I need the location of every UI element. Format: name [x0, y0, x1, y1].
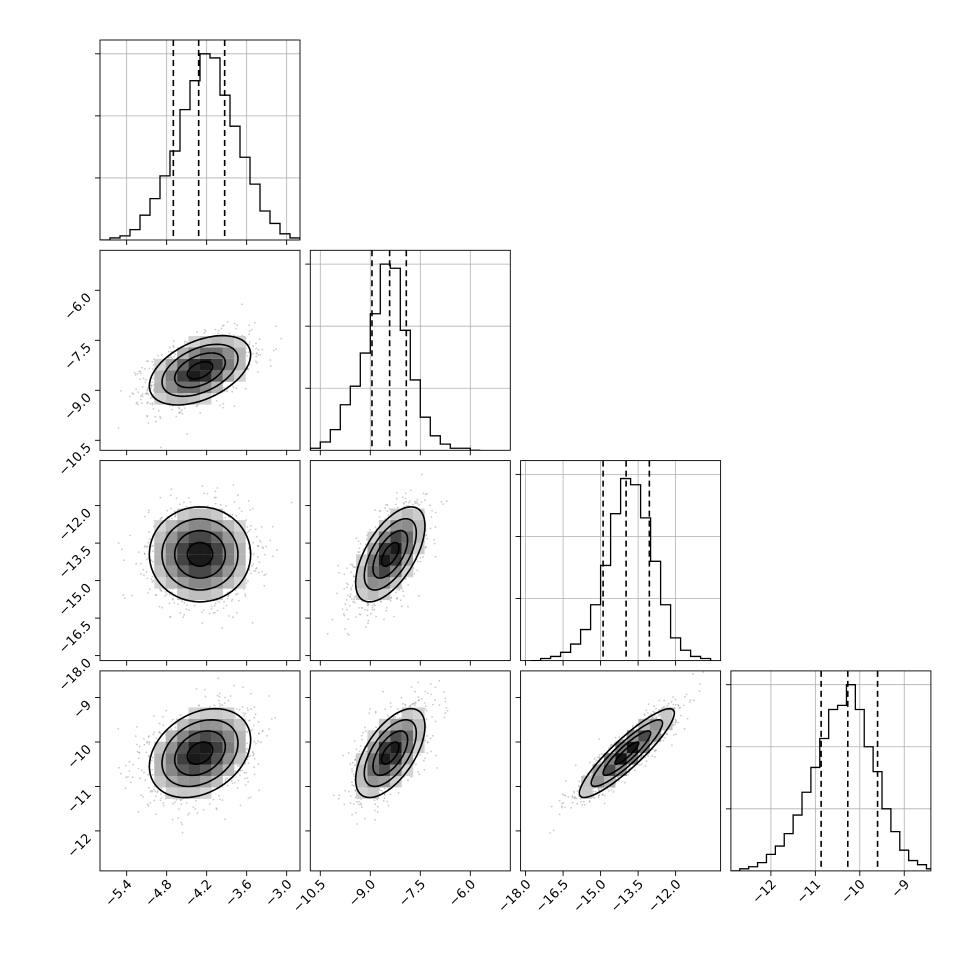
contour-1-0-0	[186, 360, 214, 380]
x-tick-label: −5.4	[103, 877, 136, 910]
contour-2-0-0	[186, 541, 214, 567]
panel-frame	[520, 460, 722, 662]
x-tick-label: −12	[750, 877, 780, 907]
contour-3-1-1	[372, 730, 409, 777]
panel-1-0	[95, 249, 301, 456]
panel-2-1	[305, 460, 511, 666]
contour-3-1-2	[363, 719, 418, 788]
x-tick-label: −7.5	[396, 877, 429, 910]
contour-2-0-2	[161, 517, 239, 591]
y-tick-label: −13.5	[56, 543, 95, 582]
x-tick-label: −13.5	[608, 877, 647, 916]
panel-3-3	[725, 670, 932, 876]
contour-1-0-2	[161, 343, 239, 398]
contour-3-0-0	[186, 741, 214, 765]
y-tick-label: −9.0	[62, 391, 95, 424]
y-tick-label: −6.0	[62, 291, 95, 324]
panel-frame	[99, 39, 301, 241]
panel-frame	[309, 249, 511, 451]
panel-1-1	[305, 249, 511, 456]
contour-3-1-0	[380, 741, 400, 765]
x-tick-label: −18.0	[496, 877, 535, 916]
contour-2-1-1	[372, 529, 409, 579]
x-tick-label: −10.5	[290, 877, 329, 916]
y-tick-label: −12.0	[56, 506, 95, 545]
x-tick-label: −4.8	[143, 877, 176, 910]
y-tick-label: −10	[65, 742, 95, 772]
x-tick-label: −16.5	[533, 877, 572, 916]
y-tick-label: −7.5	[62, 341, 95, 374]
x-tick-label: −6.0	[446, 877, 479, 910]
panel-2-0	[95, 460, 301, 666]
panel-0-0	[95, 39, 301, 245]
x-tick-label: −10	[839, 877, 869, 907]
contour-3-2-3	[578, 707, 676, 799]
y-tick-label: −15.0	[56, 581, 95, 620]
panel-3-1	[305, 670, 511, 876]
panel-3-0	[95, 670, 301, 876]
y-tick-label: −16.5	[56, 618, 95, 657]
contour-3-2-2	[590, 719, 664, 788]
y-tick-label: −9	[71, 698, 95, 722]
x-tick-label: −9	[889, 877, 913, 901]
x-tick-label: −11	[794, 877, 824, 907]
y-tick-label: −18.0	[56, 656, 95, 695]
panel-frame	[730, 670, 932, 872]
panel-frame	[309, 670, 511, 872]
contour-2-1-2	[363, 518, 418, 591]
contour-2-0-1	[173, 529, 227, 579]
contour-3-0-1	[173, 730, 227, 777]
contour-2-1-3	[354, 506, 426, 603]
contour-3-2-1	[602, 730, 652, 777]
y-tick-label: −11	[65, 787, 95, 817]
histogram-0	[100, 53, 300, 240]
contour-3-2-0	[614, 741, 640, 765]
contour-2-0-3	[148, 506, 252, 603]
x-tick-label: −12.0	[646, 877, 685, 916]
y-tick-label: −10.5	[56, 441, 95, 480]
x-tick-label: −3.6	[223, 877, 256, 910]
x-tick-label: −15.0	[571, 877, 610, 916]
panel-frame	[99, 249, 301, 451]
x-tick-label: −4.2	[183, 877, 216, 910]
histogram-2	[530, 477, 712, 661]
contour-1-0-1	[173, 352, 227, 389]
contour-3-0-2	[161, 718, 239, 788]
panel-frame	[309, 460, 511, 662]
panel-frame	[99, 670, 301, 872]
x-tick-label: −9.0	[346, 877, 379, 910]
panel-frame	[99, 460, 301, 662]
contour-3-0-3	[148, 707, 252, 799]
contour-1-0-3	[148, 334, 252, 406]
histogram-1	[310, 263, 481, 451]
histogram-3	[730, 684, 931, 871]
panel-3-2	[515, 670, 722, 876]
panel-2-2	[515, 460, 722, 666]
y-tick-label: −12	[65, 831, 95, 861]
contour-2-1-0	[380, 541, 400, 567]
panel-frame	[520, 670, 722, 872]
contour-3-1-3	[354, 707, 426, 799]
